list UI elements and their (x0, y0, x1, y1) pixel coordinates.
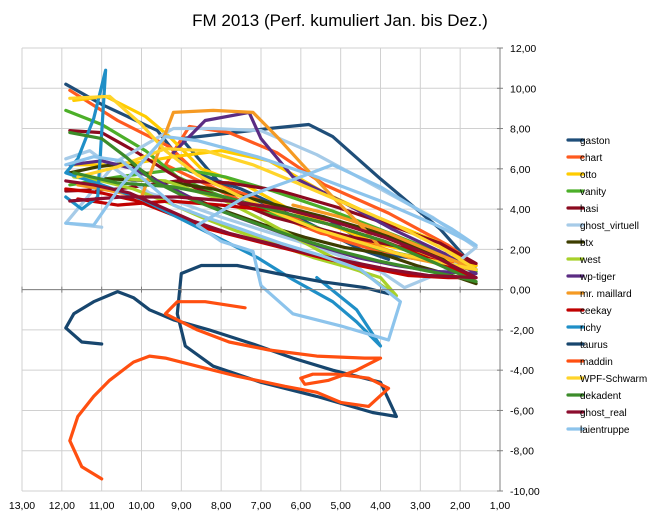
legend-label: taurus (580, 340, 608, 351)
x-tick-label: 7,00 (251, 500, 272, 512)
legend-label: ceekay (580, 306, 612, 317)
series-line-richy (64, 68, 383, 348)
legend-label: dekadent (580, 391, 621, 402)
y-tick-label: 0,00 (510, 285, 531, 297)
series-line-laientruppe (64, 135, 478, 342)
series-line-wpf-schwarm (68, 94, 478, 272)
y-tick-label: -6,00 (510, 405, 534, 417)
y-tick-label: -4,00 (510, 365, 534, 377)
y-tick-label: 4,00 (510, 204, 531, 216)
legend-label: vanity (580, 187, 606, 198)
x-axis-ticks: 13,00 12,00 11,00 10,00 9,00 8,00 7,00 6,00 5,00… (9, 500, 511, 512)
x-tick-label: 11,00 (89, 500, 115, 512)
legend-label: ghost_virtuell (580, 221, 639, 232)
x-tick-label: 4,00 (370, 500, 391, 512)
legend-label: btx (580, 238, 593, 249)
y-tick-label: 10,00 (510, 83, 536, 95)
legend-label: ghost_real (580, 408, 627, 419)
x-tick-label: 6,00 (291, 500, 312, 512)
y-tick-label: 8,00 (510, 124, 531, 136)
legend-label: gaston (580, 136, 610, 147)
x-tick-label: 8,00 (211, 500, 232, 512)
x-tick-label: 13,00 (9, 500, 35, 512)
legend: gaston chart otto vanity hasi ghost_virtuellb… (566, 136, 647, 436)
y-tick-label: 2,00 (510, 244, 531, 256)
legend-label: hasi (580, 204, 598, 215)
legend-label: chart (580, 153, 602, 164)
x-tick-label: 9,00 (171, 500, 192, 512)
y-tick-label: 12,00 (510, 43, 536, 55)
legend-label: richy (580, 323, 601, 334)
x-tick-label: 2,00 (450, 500, 471, 512)
series-lines (64, 68, 478, 481)
legend-label: otto (580, 170, 597, 181)
legend-label: west (579, 255, 601, 266)
axes (21, 47, 503, 492)
x-tick-label: 1,00 (490, 500, 511, 512)
y-tick-label: -2,00 (510, 325, 534, 337)
legend-label: maddin (580, 357, 613, 368)
x-tick-label: 12,00 (49, 500, 75, 512)
series-line-mr-maillard (76, 108, 478, 272)
x-tick-label: 10,00 (128, 500, 154, 512)
legend-label: laientruppe (580, 425, 630, 436)
chart-title: FM 2013 (Perf. kumuliert Jan. bis Dez.) (192, 11, 488, 30)
legend-label: mr. maillard (580, 289, 632, 300)
y-tick-label: 6,00 (510, 164, 531, 176)
y-axis-ticks: 12,00 10,00 8,00 6,00 4,00 2,00 0,00 -2,00 -4,00… (510, 43, 540, 498)
x-tick-label: 3,00 (410, 500, 431, 512)
y-tick-label: -10,00 (510, 486, 540, 498)
x-tick-label: 5,00 (330, 500, 351, 512)
legend-label: WPF-Schwarm (580, 374, 647, 385)
y-tick-label: -8,00 (510, 446, 534, 458)
series-line-maddin (68, 300, 391, 481)
legend-label: wp-tiger (579, 272, 616, 283)
series-line-taurus (64, 263, 398, 419)
